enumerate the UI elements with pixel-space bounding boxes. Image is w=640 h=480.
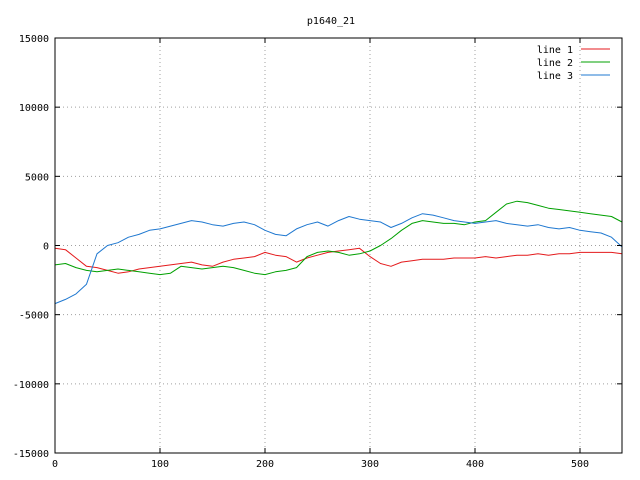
y-tick-label: 15000 [19, 34, 49, 45]
x-tick-label: 100 [151, 459, 169, 470]
y-tick-label: -5000 [19, 311, 49, 322]
series-line-2 [54, 200, 623, 276]
chart-title: p1640_21 [307, 16, 355, 27]
legend-label-1: line 1 [537, 45, 573, 56]
x-tick-label: 400 [466, 459, 484, 470]
axis-ticks: 0 100 200 300 400 500 -15000 -10000 -5000 0 5000 10… [13, 34, 622, 470]
series-line-3 [54, 213, 623, 305]
x-tick-label: 200 [256, 459, 274, 470]
series-lines [54, 200, 623, 305]
y-tick-label: -15000 [13, 449, 49, 460]
x-tick-label: 500 [571, 459, 589, 470]
plot-frame [54, 37, 623, 454]
grid [55, 38, 622, 453]
legend-label-3: line 3 [537, 71, 573, 82]
y-tick-label: -10000 [13, 380, 49, 391]
y-tick-label: 10000 [19, 103, 49, 114]
y-tick-label: 0 [43, 242, 49, 253]
y-tick-label: 5000 [25, 172, 49, 183]
x-tick-label: 0 [52, 459, 58, 470]
x-tick-label: 300 [361, 459, 379, 470]
legend-label-2: line 2 [537, 58, 573, 69]
series-line-1 [54, 247, 623, 274]
legend: line 1 line 2 line 3 [537, 45, 610, 82]
